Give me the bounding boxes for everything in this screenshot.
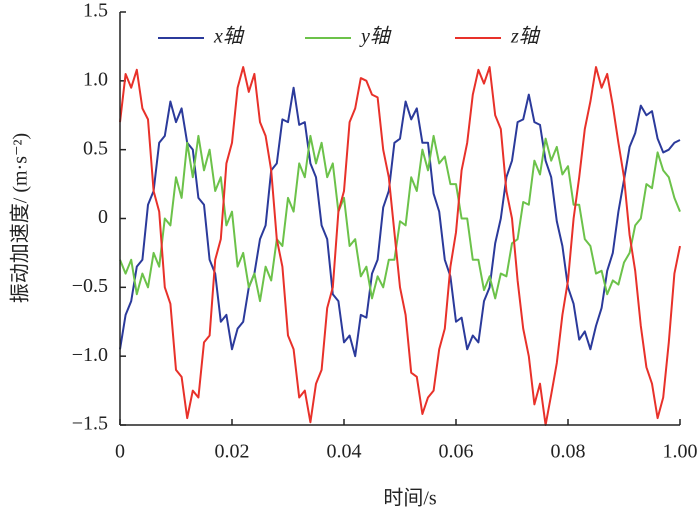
x-tick-label: 0.08 xyxy=(551,441,586,463)
y-axis-label: 振动加速度/ (m·s⁻²) xyxy=(9,133,32,303)
x-tick-label: 0.02 xyxy=(215,441,250,463)
y-tick-label: 1.0 xyxy=(83,68,108,90)
legend-label: x轴 xyxy=(213,26,245,48)
y-tick-label: 0.5 xyxy=(83,137,108,159)
x-axis-label: 时间/s xyxy=(383,487,437,510)
legend-label: y轴 xyxy=(359,26,392,48)
y-tick-label: 0 xyxy=(98,206,108,228)
series-line xyxy=(119,66,681,426)
series-line xyxy=(119,134,681,303)
x-tick-label: 0 xyxy=(115,441,125,463)
legend-label: z轴 xyxy=(510,26,541,48)
y-tick-label: 1.5 xyxy=(83,0,108,22)
y-tick-label: −1.0 xyxy=(72,344,108,366)
x-tick-label: 0.06 xyxy=(439,441,474,463)
x-tick-label: 0.04 xyxy=(327,441,362,463)
y-tick-label: −0.5 xyxy=(72,275,108,297)
x-tick-label: 1.00 xyxy=(663,441,698,463)
y-tick-label: −1.5 xyxy=(72,413,108,435)
series-line xyxy=(119,86,681,358)
